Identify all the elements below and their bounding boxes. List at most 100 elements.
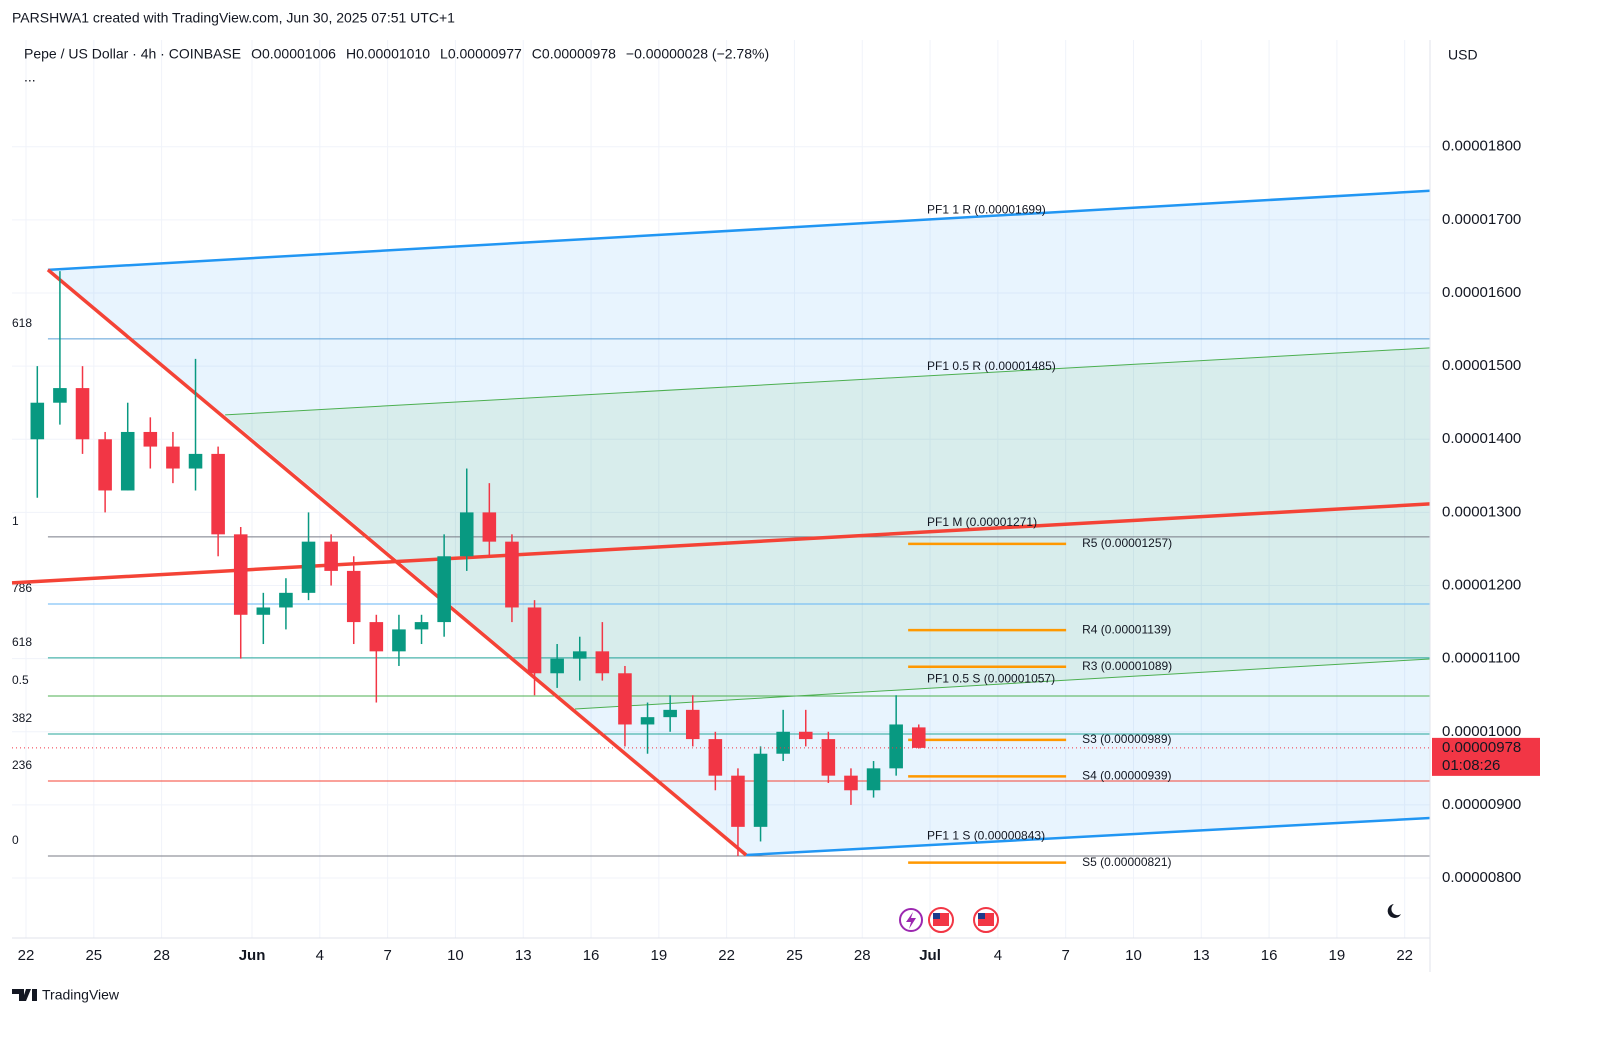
candle-body xyxy=(889,724,903,769)
pitchfork-line xyxy=(746,816,1431,857)
candle-body xyxy=(527,607,542,674)
candle-body xyxy=(866,768,881,791)
candle-body xyxy=(414,622,429,630)
last-price-tag xyxy=(1432,737,1540,776)
candle-body xyxy=(595,651,610,674)
x-tick-label: 13 xyxy=(1193,947,1210,964)
flag xyxy=(978,913,985,919)
y-tick-label: 0.00001100 xyxy=(1442,650,1520,667)
pitchfork-label: PF1 0.5 R (0.00001485) xyxy=(927,359,1056,373)
logo-mark xyxy=(12,989,37,1001)
countdown: 01:08:26 xyxy=(1442,757,1500,774)
fib-label: 618 xyxy=(12,316,32,330)
y-tick-label: 0.00001700 xyxy=(1442,211,1521,228)
x-tick-label: 13 xyxy=(515,947,532,964)
x-tick-label: 16 xyxy=(583,947,600,964)
x-tick-label: 22 xyxy=(1396,947,1413,964)
pitchfork-line xyxy=(225,347,1431,416)
x-tick-label: 4 xyxy=(994,947,1002,964)
candle-body xyxy=(798,731,813,740)
ohlc-key: H xyxy=(346,46,356,62)
x-tick-label: 25 xyxy=(786,947,803,964)
candle-body xyxy=(53,388,67,403)
change: −0.00000028 (−2.78%) xyxy=(626,46,769,62)
candle-body xyxy=(550,658,564,674)
candle-body xyxy=(188,453,203,469)
pitchfork-line xyxy=(46,268,748,857)
candle-body xyxy=(75,388,90,440)
credit: PARSHWA1 created with TradingView.com, J… xyxy=(12,10,455,26)
flag xyxy=(933,913,940,919)
x-tick-label: 25 xyxy=(85,947,102,964)
plot: 618 1 786 618 0.5 382 236 0 PF1 1 R (0.00001699)… xyxy=(11,40,1431,938)
pivot-label: S3 (0.00000989) xyxy=(1082,732,1171,746)
y-tick-label: 0.00001800 xyxy=(1442,138,1521,155)
ohlc-key: L xyxy=(440,46,448,62)
candle-body xyxy=(392,629,406,652)
pitchfork-fill xyxy=(47,190,1431,856)
theme-icon[interactable] xyxy=(1387,904,1401,918)
candle-body xyxy=(663,709,677,718)
candle-body xyxy=(98,439,112,491)
pitchfork-label: PF1 1 R (0.00001699) xyxy=(927,203,1046,217)
x-tick-label: 28 xyxy=(153,947,170,964)
x-tick-label: Jun xyxy=(239,947,266,964)
candle-body xyxy=(437,556,451,623)
ohlc-value: 0.00001010 xyxy=(356,46,430,62)
candle-body xyxy=(640,717,655,725)
y-tick-label: 0.00001000 xyxy=(1442,723,1521,740)
x-tick-label: 7 xyxy=(383,947,391,964)
ohlc-value: 0.00001006 xyxy=(262,46,336,62)
candle-body xyxy=(233,534,248,615)
candle-body xyxy=(120,431,135,491)
pitchfork-label: PF1 M (0.00001271) xyxy=(927,515,1037,529)
x-tick-label: 4 xyxy=(316,947,324,964)
fib-label: 786 xyxy=(12,581,32,595)
pitchfork-label: PF1 1 S (0.00000843) xyxy=(927,828,1045,842)
last-price-label: 0.00000978 xyxy=(1442,739,1521,756)
candle-body xyxy=(279,592,293,608)
candle-body xyxy=(256,607,271,615)
fib-label: 382 xyxy=(12,711,32,725)
pitchfork-line xyxy=(11,502,1431,585)
ohlc-value: 0.00000978 xyxy=(542,46,616,62)
pivot-label: S5 (0.00000821) xyxy=(1082,855,1171,869)
candle-body xyxy=(572,651,587,659)
candle-body xyxy=(482,512,497,542)
pivot-label: R3 (0.00001089) xyxy=(1082,659,1172,673)
candle-body xyxy=(685,709,700,740)
ohlc-key: O xyxy=(251,46,262,62)
y-tick-label: 0.00001200 xyxy=(1442,576,1521,593)
events xyxy=(899,907,999,933)
x-tick-label: 10 xyxy=(1125,947,1142,964)
x-tick-label: 22 xyxy=(18,947,35,964)
candle-body xyxy=(753,753,768,827)
candle-body xyxy=(166,446,180,469)
ohlc-key: C xyxy=(532,46,542,62)
fib-label: 618 xyxy=(12,635,32,649)
y-tick-label: 0.00000900 xyxy=(1442,796,1521,813)
pitchfork-fill xyxy=(225,347,1431,709)
candle-body xyxy=(211,453,225,535)
candle-body xyxy=(324,541,338,571)
x-tick-label: 22 xyxy=(718,947,735,964)
y-tick-label: 0.00001400 xyxy=(1442,430,1521,447)
event-icon xyxy=(906,912,916,929)
fib-label: 0 xyxy=(12,833,19,847)
candle-body xyxy=(369,622,384,652)
x-tick-label: 19 xyxy=(1329,947,1346,964)
logo: TradingView xyxy=(12,987,120,1003)
x-tick-label: 10 xyxy=(447,947,464,964)
candle-body xyxy=(505,541,519,608)
x-tick-label: 7 xyxy=(1061,947,1069,964)
x-tick-label: 28 xyxy=(854,947,871,964)
candle-body xyxy=(708,739,723,776)
x-tick-label: Jul xyxy=(919,947,941,964)
candle-body xyxy=(346,570,361,623)
candle-body xyxy=(821,739,836,776)
fib-label: 0.5 xyxy=(12,673,29,687)
y-tick-label: 0.00001500 xyxy=(1442,357,1521,374)
symbol: Pepe / US Dollar · 4h · COINBASE xyxy=(24,46,241,62)
candle-body xyxy=(731,775,745,827)
